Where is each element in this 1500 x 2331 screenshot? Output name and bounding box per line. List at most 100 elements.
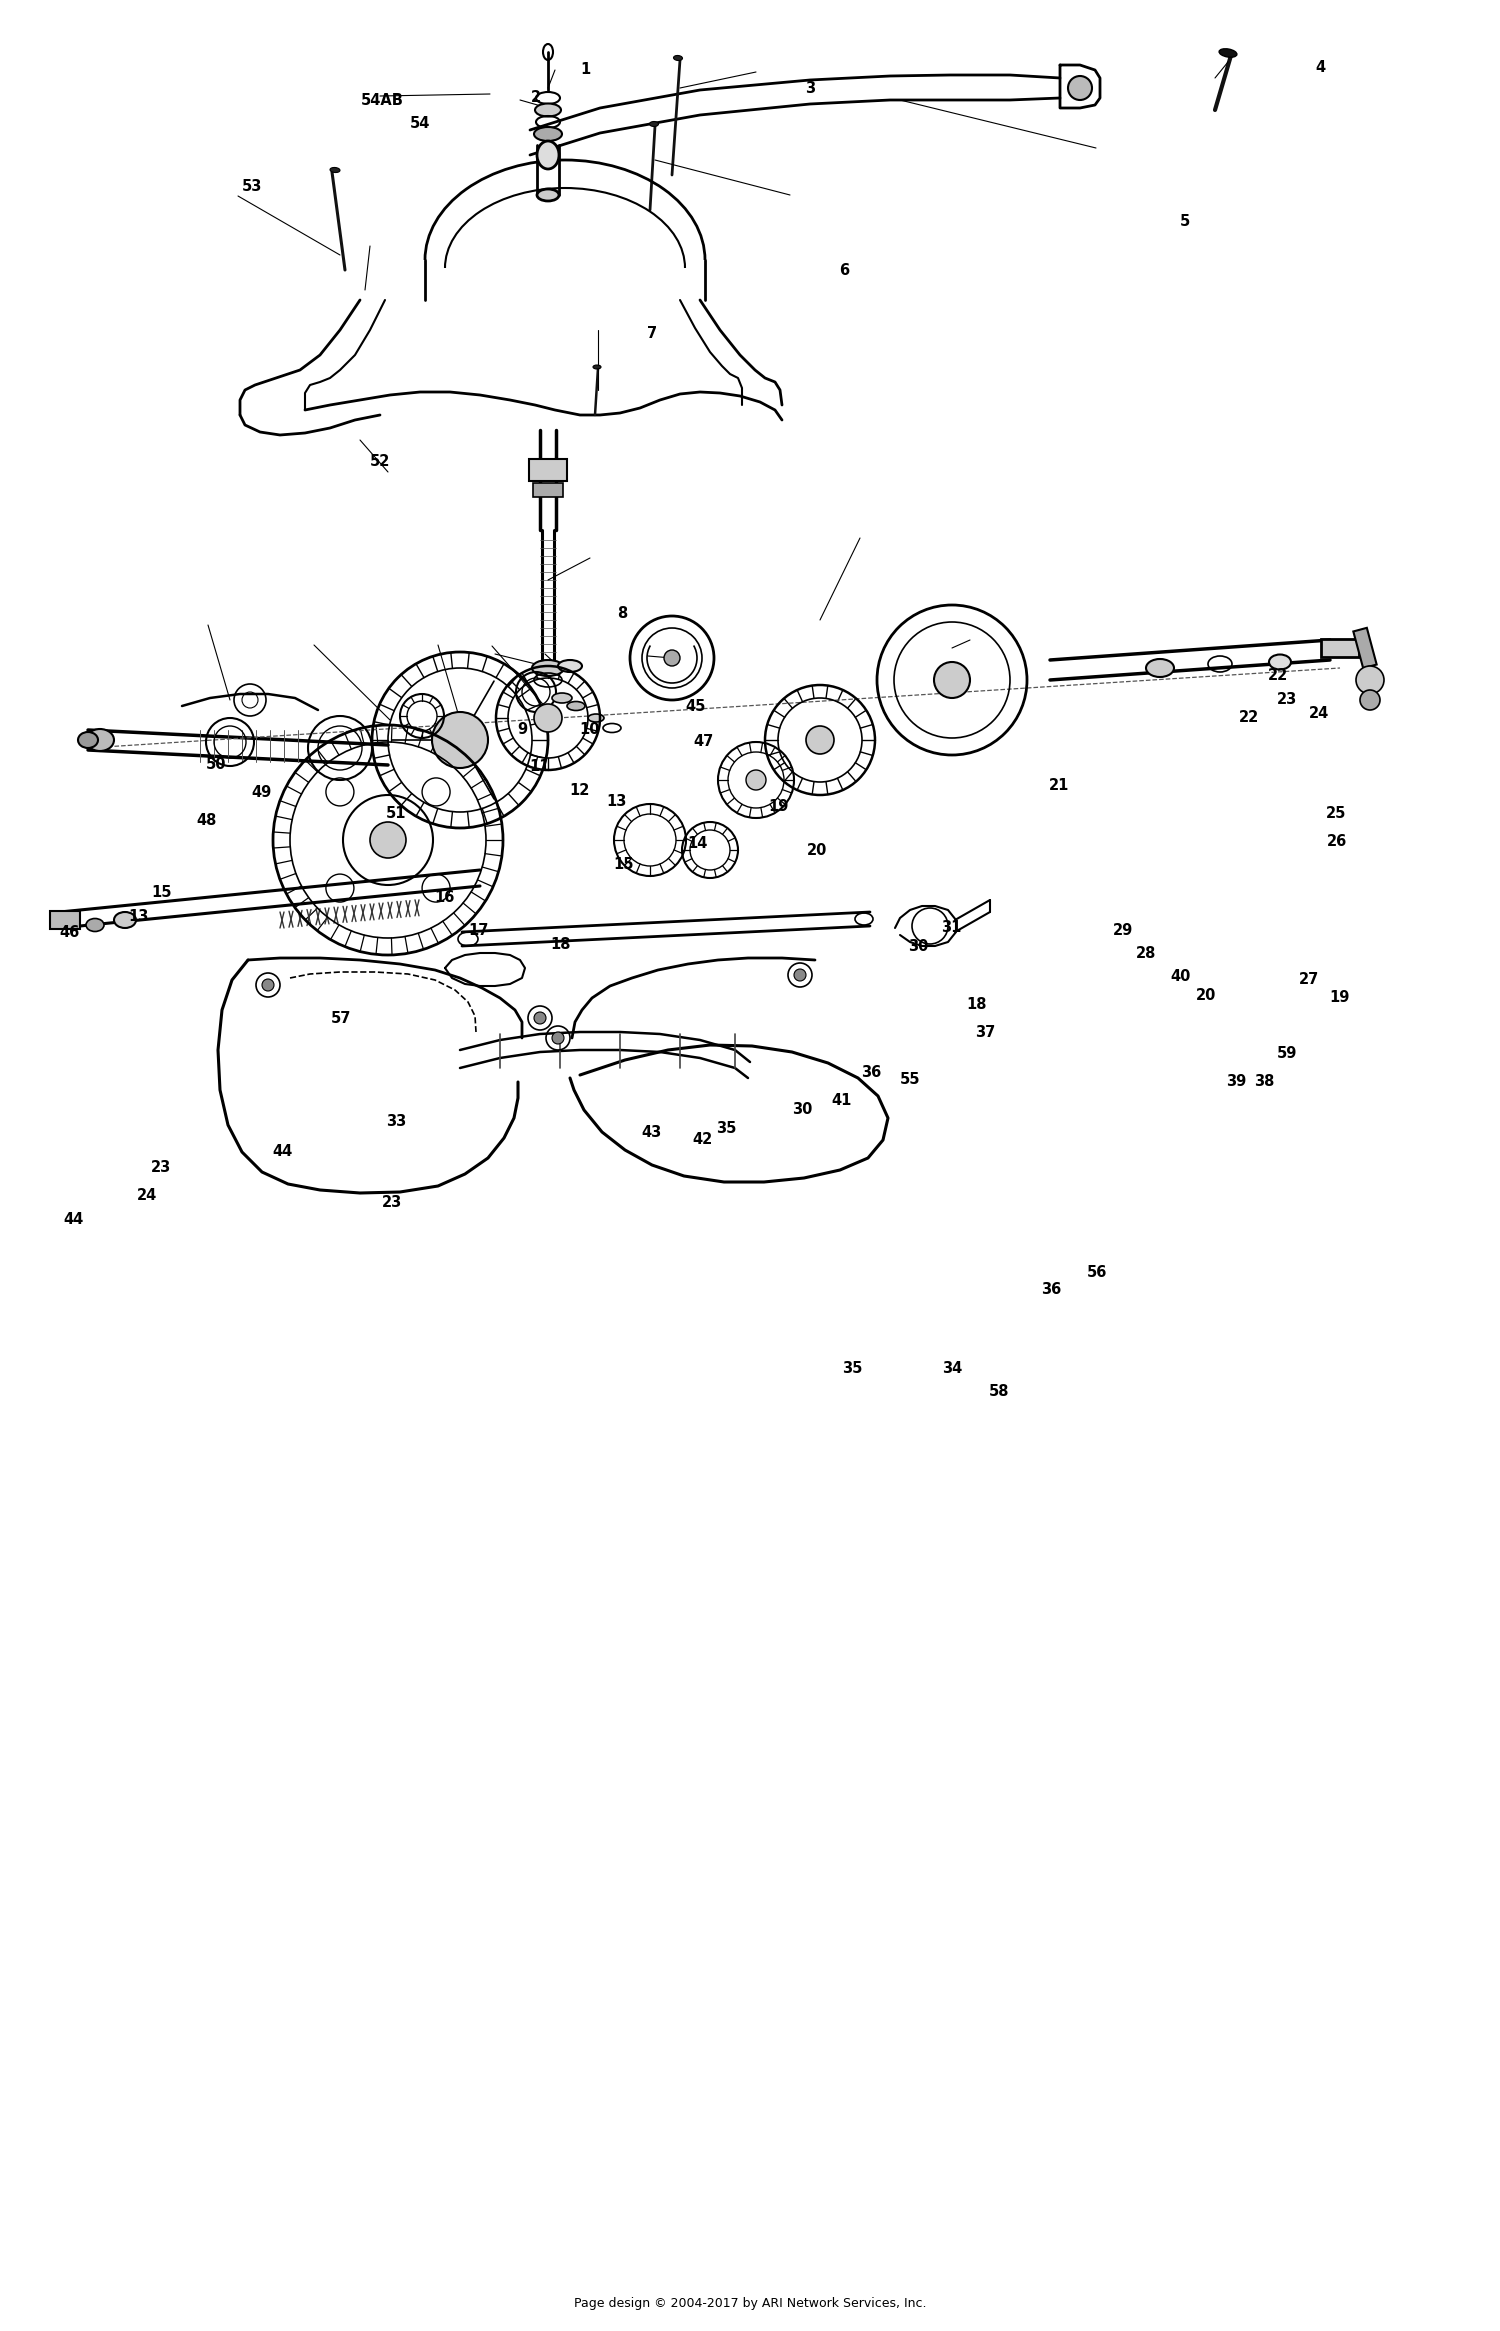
Text: 51: 51 xyxy=(386,807,406,821)
Text: Page design © 2004-2017 by ARI Network Services, Inc.: Page design © 2004-2017 by ARI Network S… xyxy=(574,2296,927,2310)
Text: 2: 2 xyxy=(531,91,540,105)
Bar xyxy=(1322,639,1359,657)
Ellipse shape xyxy=(78,732,98,748)
Circle shape xyxy=(806,725,834,753)
Text: 38: 38 xyxy=(1254,1075,1275,1089)
Text: 37: 37 xyxy=(975,1026,996,1040)
Text: 25: 25 xyxy=(1326,807,1347,821)
Text: 24: 24 xyxy=(1308,706,1329,720)
Text: 57: 57 xyxy=(330,1012,351,1026)
Bar xyxy=(530,459,567,480)
Text: 24: 24 xyxy=(136,1189,158,1203)
Text: 7: 7 xyxy=(648,326,657,340)
Text: 15: 15 xyxy=(152,886,172,900)
Text: 47: 47 xyxy=(693,734,714,748)
Text: 52: 52 xyxy=(369,455,390,469)
Ellipse shape xyxy=(567,702,585,711)
Text: 3: 3 xyxy=(806,82,814,96)
Text: 55: 55 xyxy=(900,1072,921,1086)
Text: 1: 1 xyxy=(580,63,590,77)
Ellipse shape xyxy=(86,730,114,751)
Circle shape xyxy=(794,970,806,981)
Text: 44: 44 xyxy=(63,1212,84,1226)
Text: 26: 26 xyxy=(1326,834,1347,848)
Ellipse shape xyxy=(534,126,562,140)
Circle shape xyxy=(534,704,562,732)
Text: 50: 50 xyxy=(206,758,226,772)
Circle shape xyxy=(1068,77,1092,100)
Bar xyxy=(532,483,562,497)
Text: 40: 40 xyxy=(1170,970,1191,984)
Text: 13: 13 xyxy=(606,795,627,809)
Text: 30: 30 xyxy=(792,1103,813,1117)
Circle shape xyxy=(534,1012,546,1023)
Text: 9: 9 xyxy=(518,723,526,737)
Text: 16: 16 xyxy=(433,890,454,904)
Ellipse shape xyxy=(558,660,582,671)
Text: 19: 19 xyxy=(768,800,789,814)
Text: 39: 39 xyxy=(1226,1075,1246,1089)
Text: 23: 23 xyxy=(150,1161,171,1175)
Text: 13: 13 xyxy=(128,909,148,923)
Text: 18: 18 xyxy=(550,937,572,951)
Ellipse shape xyxy=(532,660,564,676)
Text: 44: 44 xyxy=(272,1145,292,1159)
Circle shape xyxy=(1356,667,1384,695)
Circle shape xyxy=(432,711,488,767)
Ellipse shape xyxy=(114,911,136,928)
Text: 49: 49 xyxy=(251,786,272,800)
Ellipse shape xyxy=(592,366,602,368)
Circle shape xyxy=(934,662,970,697)
Ellipse shape xyxy=(650,121,658,126)
Ellipse shape xyxy=(552,692,572,704)
Text: 28: 28 xyxy=(1136,946,1156,960)
Text: 6: 6 xyxy=(840,263,849,277)
Text: 36: 36 xyxy=(1041,1282,1062,1296)
Text: 15: 15 xyxy=(614,858,634,872)
Text: 43: 43 xyxy=(640,1126,662,1140)
Bar xyxy=(1353,627,1377,669)
Text: 53: 53 xyxy=(242,179,262,193)
Ellipse shape xyxy=(674,56,682,61)
Text: 54: 54 xyxy=(410,117,430,131)
Text: 10: 10 xyxy=(579,723,600,737)
Text: 41: 41 xyxy=(831,1093,852,1107)
Text: 29: 29 xyxy=(1113,923,1134,937)
Text: 4: 4 xyxy=(1316,61,1324,75)
Text: 33: 33 xyxy=(386,1114,406,1128)
Text: 58: 58 xyxy=(988,1385,1010,1399)
Text: 59: 59 xyxy=(1276,1047,1298,1061)
Text: 35: 35 xyxy=(842,1361,862,1375)
Text: 27: 27 xyxy=(1299,972,1320,986)
Text: 42: 42 xyxy=(692,1133,712,1147)
Circle shape xyxy=(262,979,274,991)
Text: 12: 12 xyxy=(568,783,590,797)
Ellipse shape xyxy=(1220,49,1238,58)
Text: 21: 21 xyxy=(1048,779,1070,793)
Text: 36: 36 xyxy=(861,1065,882,1079)
Ellipse shape xyxy=(1146,660,1174,676)
Text: 20: 20 xyxy=(1196,988,1216,1002)
Text: 31: 31 xyxy=(940,921,962,935)
Text: 48: 48 xyxy=(196,814,217,828)
Ellipse shape xyxy=(330,168,340,172)
Text: 54AB: 54AB xyxy=(362,93,404,107)
Ellipse shape xyxy=(588,713,604,723)
Text: 19: 19 xyxy=(1329,991,1350,1005)
Text: 46: 46 xyxy=(58,925,80,939)
Text: 20: 20 xyxy=(807,844,828,858)
Text: 11: 11 xyxy=(530,760,550,774)
Ellipse shape xyxy=(1269,655,1292,669)
Circle shape xyxy=(664,650,680,667)
Text: 18: 18 xyxy=(966,998,987,1012)
Text: 34: 34 xyxy=(942,1361,963,1375)
Text: 30: 30 xyxy=(908,939,928,953)
Ellipse shape xyxy=(86,918,104,932)
Text: 8: 8 xyxy=(618,606,627,620)
Text: 23: 23 xyxy=(1276,692,1298,706)
Text: 17: 17 xyxy=(468,923,489,937)
Text: 14: 14 xyxy=(687,837,708,851)
Circle shape xyxy=(552,1033,564,1044)
Bar xyxy=(50,911,80,930)
Text: 22: 22 xyxy=(1268,669,1288,683)
